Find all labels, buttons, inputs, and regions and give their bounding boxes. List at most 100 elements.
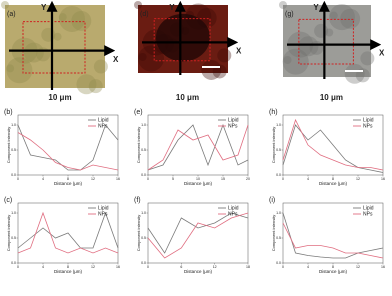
legend-label: NPs xyxy=(98,123,108,129)
panel-label: (f) xyxy=(134,197,141,204)
x-tick-label: 0 xyxy=(282,265,284,269)
texture xyxy=(71,10,92,31)
panel-label: (c) xyxy=(4,197,12,204)
scale-label: 10 μm xyxy=(48,93,71,102)
x-axis-label: X xyxy=(379,49,385,58)
x-tick-label: 0 xyxy=(282,177,284,181)
image-panel: X Y (d) 10 μm xyxy=(134,0,242,102)
y-tick-label: 0.5 xyxy=(141,236,146,240)
y-axis-title: Component intensity xyxy=(271,127,276,163)
x-tick-label: 4 xyxy=(42,265,44,269)
x-tick-label: 12 xyxy=(91,177,95,181)
texture xyxy=(137,45,164,72)
x-tick-label: 4 xyxy=(42,177,44,181)
series-line xyxy=(147,123,249,171)
y-tick-label: 0.0 xyxy=(276,173,281,177)
roi-box xyxy=(298,18,354,65)
texture xyxy=(6,57,33,84)
x-axis-label: X xyxy=(236,47,242,56)
x-tick-label: 8 xyxy=(332,177,334,181)
x-tick-label: 6 xyxy=(180,265,182,269)
x-tick-label: 8 xyxy=(67,265,69,269)
x-tick-label: 12 xyxy=(356,265,360,269)
x-axis-label: X xyxy=(113,55,119,64)
legend-label: NPs xyxy=(98,211,108,217)
micrograph xyxy=(5,5,105,88)
panel-label: (b) xyxy=(4,109,13,116)
x-tick-label: 0 xyxy=(147,265,149,269)
x-tick-label: 16 xyxy=(116,177,120,181)
plot-frame xyxy=(147,202,249,264)
legend-label: Lipid xyxy=(228,205,239,211)
texture xyxy=(328,4,355,31)
y-tick-label: 1.0 xyxy=(11,211,16,215)
y-tick-label: 0.0 xyxy=(11,173,16,177)
x-tick-label: 5 xyxy=(172,177,174,181)
series-line xyxy=(17,124,119,171)
y-axis-title: Component intensity xyxy=(136,127,141,163)
y-tick-label: 0.5 xyxy=(11,236,16,240)
x-axis-title: Distance (μm) xyxy=(54,269,83,274)
y-tick-label: 0.5 xyxy=(11,148,16,152)
texture xyxy=(217,48,232,63)
legend-label: NPs xyxy=(363,123,373,129)
x-tick-label: 12 xyxy=(91,265,95,269)
series-line xyxy=(17,211,119,254)
x-axis-title: Distance (μm) xyxy=(319,181,348,186)
y-axis-label: Y xyxy=(41,3,47,12)
x-tick-label: 12 xyxy=(213,265,217,269)
y-tick-label: 0.5 xyxy=(276,148,281,152)
image-panel: X Y (g) 10 μm xyxy=(279,0,385,102)
series-line xyxy=(282,212,384,259)
texture xyxy=(76,74,97,95)
texture xyxy=(1,1,9,9)
chart: (e) 0 5 10 15 20 0.0 0.5 1.0 Distance (μm) Compone… xyxy=(134,109,250,186)
legend-label: Lipid xyxy=(363,117,374,123)
x-tick-label: 0 xyxy=(147,177,149,181)
cell xyxy=(156,13,210,62)
x-axis-title: Distance (μm) xyxy=(184,181,213,186)
scale-label: 10 μm xyxy=(176,93,199,102)
texture xyxy=(53,32,62,41)
y-tick-label: 1.0 xyxy=(141,211,146,215)
y-axis-title: Component intensity xyxy=(6,215,11,251)
y-tick-label: 0.0 xyxy=(141,261,146,265)
texture xyxy=(134,1,142,9)
texture xyxy=(360,51,375,66)
texture xyxy=(279,1,287,9)
texture xyxy=(41,27,56,42)
panel-label: (h) xyxy=(269,109,278,116)
image-panel: X Y (a) 10 μm xyxy=(1,0,119,102)
texture xyxy=(314,23,329,38)
panel-label: (g) xyxy=(285,11,294,18)
texture xyxy=(340,8,361,29)
chart: (b) 0 4 8 12 16 0.0 0.5 1.0 Distance (μm) Componen… xyxy=(4,109,120,186)
x-tick-label: 0 xyxy=(17,265,19,269)
roi-box xyxy=(22,21,86,74)
texture xyxy=(282,48,309,75)
texture xyxy=(201,59,222,80)
legend-label: Lipid xyxy=(98,117,109,123)
y-tick-label: 1.0 xyxy=(11,123,16,127)
texture xyxy=(138,52,147,61)
texture xyxy=(58,13,67,22)
texture xyxy=(88,79,103,94)
chart: (f) 0 6 12 18 0.0 0.5 1.0 Distance (μm) Component… xyxy=(134,197,250,274)
y-tick-label: 1.0 xyxy=(141,123,146,127)
legend-label: NPs xyxy=(228,123,238,129)
panel-label: (d) xyxy=(140,11,149,18)
texture xyxy=(283,56,292,65)
y-tick-label: 0.0 xyxy=(11,261,16,265)
y-tick-label: 0.0 xyxy=(141,173,146,177)
series-line xyxy=(17,211,119,249)
x-tick-label: 16 xyxy=(116,265,120,269)
x-tick-label: 18 xyxy=(246,265,250,269)
x-tick-label: 16 xyxy=(381,177,385,181)
panel-label: (a) xyxy=(7,11,16,18)
x-tick-label: 0 xyxy=(17,177,19,181)
y-axis-label: Y xyxy=(169,3,175,12)
y-axis-title: Component intensity xyxy=(271,215,276,251)
x-tick-label: 10 xyxy=(196,177,200,181)
y-axis-title: Component intensity xyxy=(6,127,11,163)
